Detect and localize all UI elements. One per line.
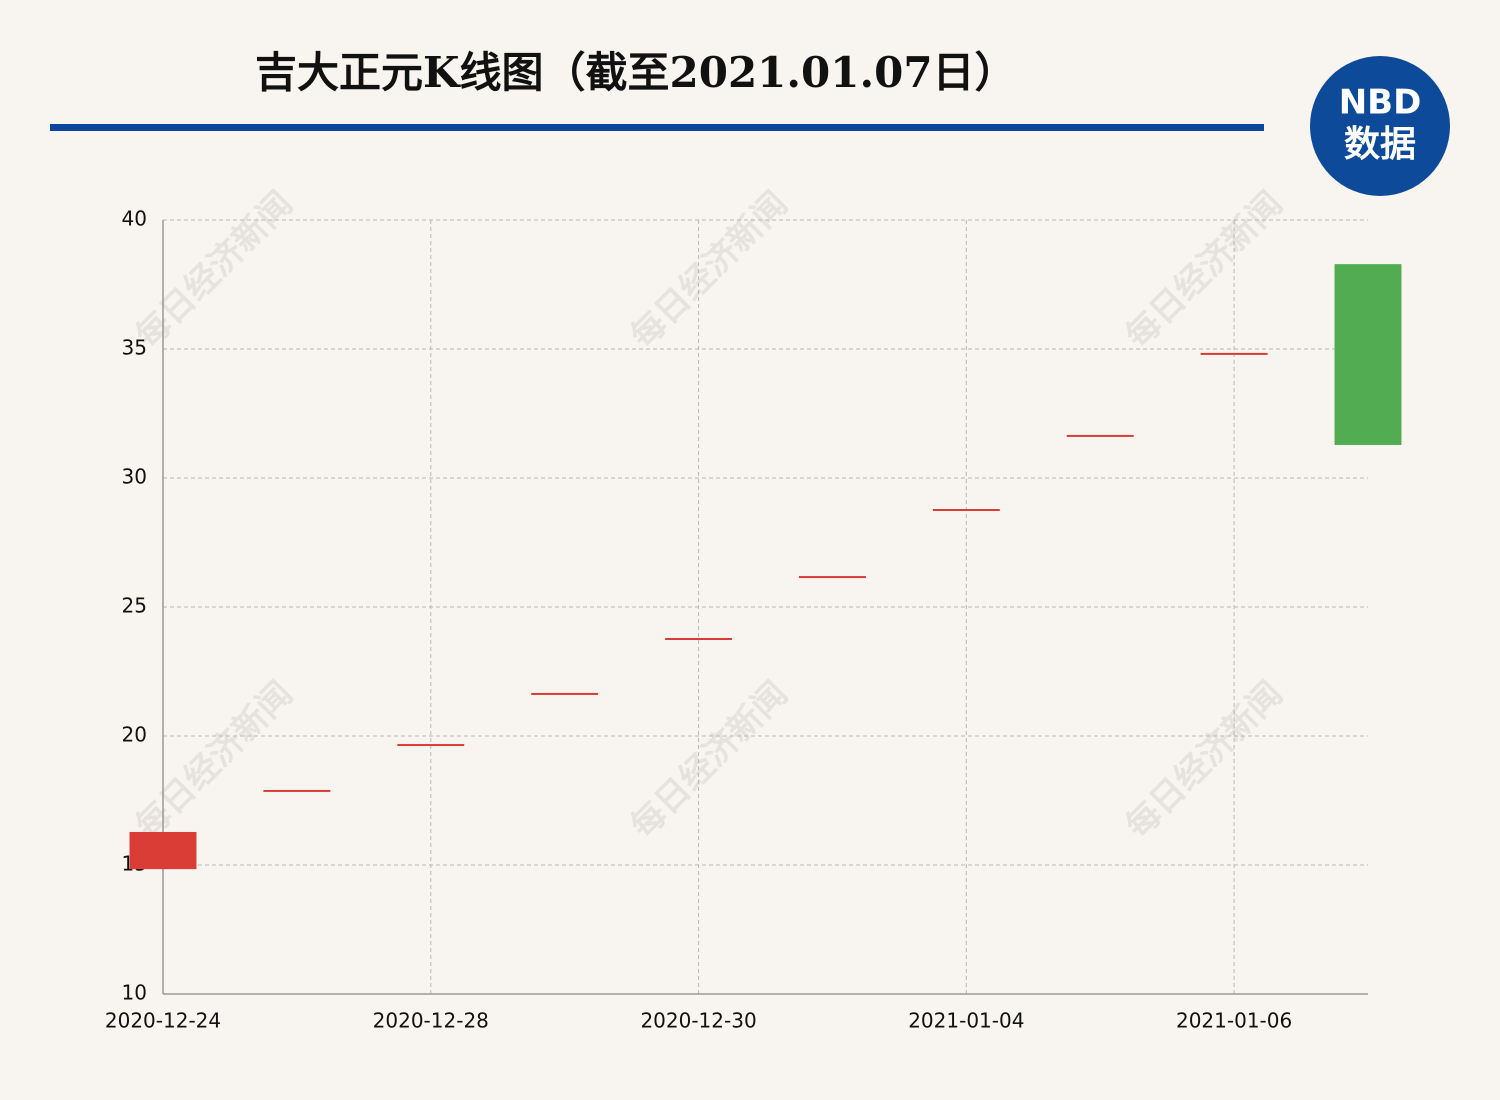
- y-tick-label: 40: [122, 207, 147, 231]
- candle-body: [798, 576, 866, 579]
- x-tick-label: 2021-01-06: [1176, 1009, 1292, 1033]
- y-tick-label: 35: [122, 336, 147, 360]
- logo-text: NBD: [1339, 83, 1422, 123]
- x-tick-label: 2020-12-24: [105, 1009, 221, 1033]
- x-tick-label: 2020-12-28: [373, 1009, 489, 1033]
- logo-text: 数据: [1344, 124, 1416, 165]
- y-tick-label: 30: [122, 465, 147, 489]
- y-tick-label: 10: [122, 981, 147, 1005]
- logo: [1310, 56, 1450, 196]
- candle-body: [263, 789, 331, 792]
- candle-body: [1334, 264, 1402, 445]
- title-rule: [50, 124, 1264, 131]
- candle-body: [1200, 352, 1268, 355]
- chart-title: 吉大正元K线图（截至2021.01.07日）: [255, 48, 1017, 97]
- y-tick-label: 25: [122, 594, 147, 618]
- candle-body: [531, 692, 599, 695]
- x-tick-label: 2020-12-30: [640, 1009, 756, 1033]
- y-tick-label: 20: [122, 723, 147, 747]
- candle-body: [129, 831, 197, 870]
- candle-body: [932, 508, 1000, 511]
- candle-body: [397, 744, 465, 747]
- x-tick-label: 2021-01-04: [908, 1009, 1024, 1033]
- candle-body: [665, 637, 733, 640]
- candle-body: [1066, 434, 1134, 437]
